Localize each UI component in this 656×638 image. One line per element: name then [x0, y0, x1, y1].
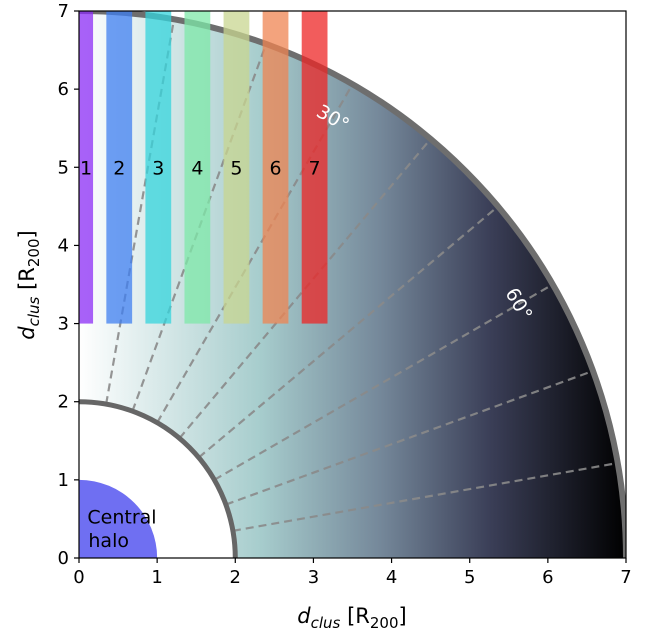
x-axis-label-unit-close: ] [399, 604, 407, 628]
x-tick-label: 1 [151, 567, 162, 588]
x-tick-label: 5 [464, 567, 475, 588]
y-tick-label: 2 [58, 392, 69, 413]
y-tick-label: 7 [58, 1, 69, 22]
x-tick-label: 7 [620, 567, 631, 588]
x-axis-label-unit-sub: 200 [370, 614, 399, 632]
strip-label-1: 1 [80, 157, 92, 179]
y-axis-label-unit-close: ] [15, 230, 39, 238]
annulus-region [79, 11, 626, 558]
y-axis-label-unit-sub: 200 [25, 239, 43, 268]
strip-label-6: 6 [269, 157, 281, 179]
y-tick-label: 0 [58, 548, 69, 569]
radial-line [232, 461, 618, 532]
strip-1 [79, 11, 94, 324]
y-tick-label: 1 [58, 470, 69, 491]
strip-label-4: 4 [191, 157, 203, 179]
strip-5 [223, 11, 250, 324]
x-tick-label: 3 [308, 567, 319, 588]
y-axis-ticks: 0 1 2 3 4 5 6 7 [58, 1, 79, 569]
y-axis-label-sub: clus [25, 296, 43, 326]
strip-7 [301, 11, 328, 324]
x-axis-label-unit-open: [R [340, 604, 369, 628]
strip-label-5: 5 [230, 157, 242, 179]
strip-2 [106, 11, 133, 324]
x-axis-label-main: d [297, 604, 311, 628]
radial-line [225, 369, 594, 506]
y-tick-label: 6 [58, 79, 69, 100]
central-halo-label-line1: Central [87, 507, 156, 529]
x-axis-ticks: 0 1 2 3 4 5 6 7 [73, 558, 632, 588]
central-halo-label-line2: halo [88, 530, 129, 552]
x-tick-label: 6 [542, 567, 553, 588]
x-tick-label: 2 [230, 567, 241, 588]
strip-3 [145, 11, 172, 324]
x-axis-label: dclus [R200] [297, 604, 406, 632]
x-axis-label-sub: clus [311, 614, 341, 632]
plot-frame [78, 10, 627, 559]
y-tick-label: 5 [58, 157, 69, 178]
x-tick-label: 4 [386, 567, 397, 588]
radial-line [198, 205, 499, 459]
inner-boundary-arc [79, 399, 238, 558]
strip-4 [184, 11, 211, 324]
radial-line [213, 283, 554, 481]
strip-6 [262, 11, 289, 324]
y-axis-label-main: d [15, 326, 39, 340]
y-axis-label: dclus [R200] [15, 230, 43, 339]
central-halo [79, 479, 158, 558]
radial-lines [105, 19, 618, 532]
strip-label-7: 7 [309, 157, 321, 179]
strip-label-3: 3 [152, 157, 164, 179]
y-tick-label: 3 [58, 314, 69, 335]
x-tick-label: 0 [73, 567, 84, 588]
y-tick-label: 4 [58, 235, 69, 256]
y-axis-label-unit-open: [R [15, 267, 39, 296]
strip-label-2: 2 [113, 157, 125, 179]
